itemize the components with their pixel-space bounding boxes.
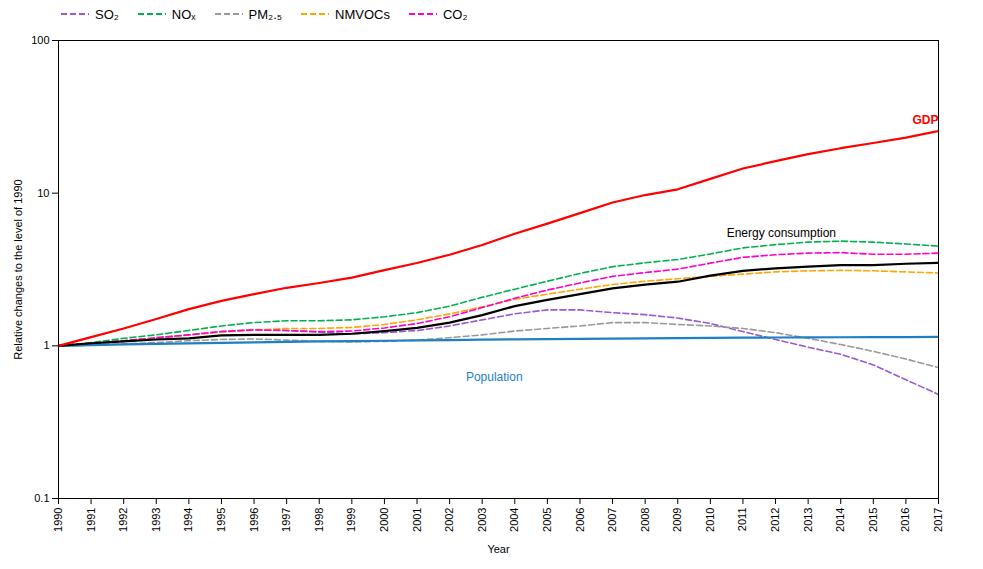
svg-text:1991: 1991	[85, 508, 97, 532]
svg-text:GDP: GDP	[912, 113, 938, 127]
svg-text:2016: 2016	[899, 508, 911, 532]
html-text:NOₓ: NOₓ	[171, 6, 196, 22]
html-text:SO₂: SO₂	[95, 6, 119, 22]
svg-text:1995: 1995	[215, 508, 227, 532]
html-text:NMVOCs: NMVOCs	[335, 6, 390, 22]
svg-text:2014: 2014	[834, 508, 846, 532]
svg-text:1993: 1993	[150, 508, 162, 532]
svg-text:1998: 1998	[313, 508, 325, 532]
svg-text:2007: 2007	[606, 508, 618, 532]
svg-text:1994: 1994	[182, 508, 194, 532]
svg-text:2013: 2013	[802, 508, 814, 532]
svg-text:2011: 2011	[736, 508, 748, 532]
svg-text:2009: 2009	[671, 508, 683, 532]
html-text:CO₂: CO₂	[442, 6, 468, 22]
html-text:PM₂.₅: PM₂.₅	[248, 6, 282, 22]
svg-text:100: 100	[31, 34, 49, 46]
svg-text:2004: 2004	[508, 508, 520, 532]
svg-text:1992: 1992	[117, 508, 129, 532]
svg-text:10: 10	[37, 187, 49, 199]
svg-text:2015: 2015	[867, 508, 879, 532]
svg-text:Population: Population	[466, 370, 523, 384]
svg-text:2001: 2001	[411, 508, 423, 532]
svg-text:Energy consumption: Energy consumption	[727, 226, 836, 240]
svg-text:0.1: 0.1	[34, 492, 49, 504]
svg-text:2012: 2012	[769, 508, 781, 532]
svg-text:Year: Year	[487, 543, 510, 555]
svg-text:1: 1	[43, 339, 49, 351]
svg-text:2003: 2003	[476, 508, 488, 532]
svg-text:1990: 1990	[52, 508, 64, 532]
svg-text:2002: 2002	[443, 508, 455, 532]
svg-text:1999: 1999	[345, 508, 357, 532]
svg-text:Relative changes to the level: Relative changes to the level of 1990	[12, 179, 24, 359]
svg-text:2017: 2017	[932, 508, 944, 532]
svg-text:1997: 1997	[280, 508, 292, 532]
svg-text:2010: 2010	[704, 508, 716, 532]
svg-text:2000: 2000	[378, 508, 390, 532]
svg-text:2005: 2005	[541, 508, 553, 532]
svg-text:2008: 2008	[639, 508, 651, 532]
svg-text:1996: 1996	[248, 508, 260, 532]
svg-text:2006: 2006	[574, 508, 586, 532]
